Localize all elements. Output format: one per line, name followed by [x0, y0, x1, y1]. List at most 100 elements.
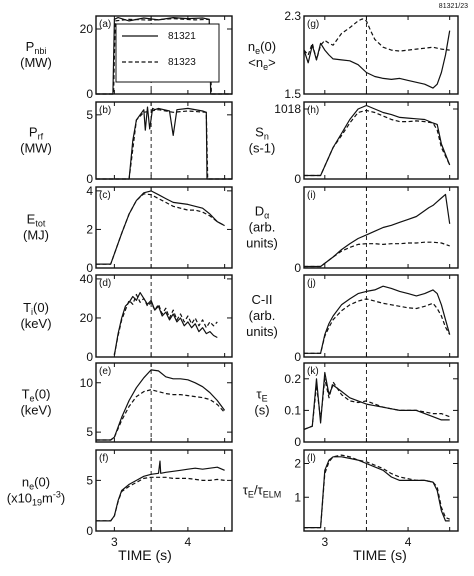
- panel-c-ylabel-part: E: [27, 212, 36, 227]
- panel-b-ytick-label: 0: [86, 172, 93, 186]
- panel-f-xtick-label: 4: [185, 535, 192, 549]
- panel-h-frame: [303, 101, 459, 180]
- panel-b-ylabel-part: P: [29, 125, 38, 140]
- panel-g-ylabel-part: <n: [248, 55, 263, 70]
- panel-g-series-81321: [303, 30, 451, 89]
- panel-l-ylabel-part: /τ: [254, 483, 264, 498]
- panels: 020 (a)Pnbi(MW)05 (b)Prf(MW)024 (c)Etot(MJ)…: [7, 9, 459, 549]
- panel-j-ylabel-line: units): [246, 324, 278, 339]
- panel-l-ytick-label: 2: [294, 457, 301, 471]
- panel-k: 0 0.1 0.2 (k) τE(s): [254, 362, 459, 449]
- panel-a-letter: (a): [99, 19, 111, 30]
- panel-k-series-81321: [303, 371, 450, 430]
- panel-h-ylabel-part: S: [255, 125, 264, 140]
- panel-l-ylabel-part: LM: [269, 490, 282, 500]
- panel-h-ytick-label: 0: [294, 172, 301, 186]
- panel-d-ylabel-part: (keV): [20, 316, 51, 331]
- panel-g-letter: (g): [307, 19, 319, 30]
- panel-d-ylabel-line: Ti(0): [23, 300, 49, 317]
- panel-a-ylabel-part: nbi: [34, 46, 46, 56]
- panel-l-ylabel-part: τ: [243, 483, 249, 498]
- panel-b-ylabel-line: (MW): [20, 141, 52, 156]
- panel-f-ylabel-line: ne(0): [22, 475, 50, 492]
- panel-a-ytick-label: 0: [86, 87, 93, 101]
- panel-e-series-81321: [96, 369, 226, 441]
- panel-f-ylabel-part: (x10: [7, 491, 32, 506]
- panel-e-ytick-label: 10: [80, 376, 94, 390]
- panel-c-ylabel-part: tot: [35, 219, 46, 229]
- panel-e-ylabel-part: e: [30, 394, 35, 404]
- panel-l-ytick-label: 1: [294, 490, 301, 504]
- panel-b-letter: (b): [99, 105, 111, 116]
- panel-g-ylabel-part: e: [263, 62, 268, 72]
- panel-i-ylabel-part: D: [255, 204, 264, 219]
- panel-e-ylabel-part: T: [22, 387, 30, 402]
- panel-i-ylabel-part: units): [246, 236, 278, 251]
- panel-f-ylabel-part: ): [61, 491, 65, 506]
- panel-b-ylabel-part: (MW): [20, 141, 52, 156]
- panel-k-letter: (k): [307, 366, 319, 377]
- x-axis-title-right: TIME (s): [353, 547, 407, 563]
- panel-j-letter: (j): [307, 278, 316, 289]
- figure-id: 81321/23: [439, 3, 468, 10]
- panel-j-ytick-label: 0: [294, 350, 301, 364]
- panel-k-ytick-label: 0: [294, 435, 301, 449]
- panel-f-ytick-label: 5: [86, 473, 93, 487]
- panel-i-ytick-label: 0: [294, 261, 301, 275]
- panel-f-frame: [95, 449, 233, 532]
- panel-d-ylabel-part: (0): [33, 300, 49, 315]
- panel-b-series-81321: [96, 106, 232, 180]
- panel-g-ylabel-part: (0): [260, 39, 276, 54]
- panel-a-frame: [95, 15, 233, 95]
- panel-d-ytick-label: 0: [86, 350, 93, 364]
- panel-b: 0 5 (b) Prf(MW): [20, 101, 233, 186]
- panel-i-ylabel-line: Dα: [255, 204, 270, 221]
- panel-h-series-81323: [304, 109, 451, 177]
- panel-j-series-81323: [304, 298, 451, 354]
- panel-k-ylabel-line: τE: [256, 387, 267, 404]
- panel-e: 5 10 (e) Te(0)(keV): [20, 362, 233, 443]
- panel-b-series-81323: [96, 109, 232, 180]
- panel-j-ylabel-line: C-II: [252, 292, 273, 307]
- panel-d-ytick-label: 20: [80, 311, 94, 325]
- panel-g-ylabel-part: >: [268, 55, 276, 70]
- legend-box: [115, 23, 220, 83]
- panel-e-frame: [95, 362, 233, 443]
- panel-l-ylabel-line: τE/τELM: [243, 483, 281, 500]
- panel-h-ylabel-line: Sn: [255, 125, 269, 142]
- panel-e-ylabel-line: (keV): [20, 403, 51, 418]
- panel-c-ytick-label: 4: [86, 184, 93, 198]
- panel-c-ylabel-line: Etot: [27, 212, 46, 229]
- panel-j-ylabel-line: (arb.: [249, 308, 276, 323]
- panel-j-frame: [303, 274, 459, 358]
- panel-k-ytick-label: 0.1: [284, 403, 301, 417]
- panel-k-ylabel-line: (s): [254, 403, 269, 418]
- panel-d-series-81323: [113, 293, 218, 356]
- panel-c: 0 2 4 (c) Etot(MJ): [23, 184, 233, 275]
- panel-l-ylabel-part: E: [263, 490, 269, 500]
- panel-b-frame: [95, 101, 233, 180]
- panel-l-frame: [303, 449, 459, 532]
- panel-b-ylabel-line: Prf: [29, 125, 44, 142]
- panel-h-series-81321: [304, 104, 451, 177]
- panel-k-series-81323: [303, 378, 450, 430]
- panel-j-ylabel-part: C-II: [252, 292, 273, 307]
- panel-g-ylabel-line: ne(0): [248, 39, 276, 56]
- panel-f-series-81321: [96, 460, 225, 522]
- panel-e-ylabel-part: (keV): [20, 403, 51, 418]
- panel-g: 1.52.3(g)ne(0)<ne>: [248, 9, 459, 101]
- panel-g-ylabel-part: e: [255, 46, 260, 56]
- panel-g-ytick-label: 1.5: [284, 87, 301, 101]
- panel-i-ylabel-line: (arb.: [249, 220, 276, 235]
- panel-h-ylabel-part: n: [264, 132, 269, 142]
- panel-g-ylabel-line: <ne>: [248, 55, 275, 72]
- panel-e-ytick-label: 5: [86, 425, 93, 439]
- panel-j-ylabel-part: units): [246, 324, 278, 339]
- panel-h-ylabel-line: (s-1): [249, 141, 276, 156]
- x-axis-title-left: TIME (s): [118, 547, 172, 563]
- panel-e-ylabel-line: Te(0): [22, 387, 51, 404]
- legend-label-81323: 81323: [168, 57, 196, 68]
- panel-h-letter: (h): [307, 105, 319, 116]
- panel-k-frame: [303, 362, 459, 443]
- panel-f: 0 5 3 4 (f) ne(0)(x1019m-3): [7, 449, 233, 549]
